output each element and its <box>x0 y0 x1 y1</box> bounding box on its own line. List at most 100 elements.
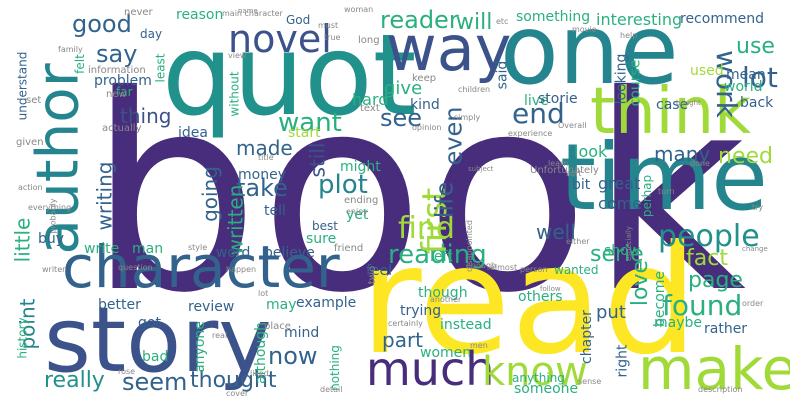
word-perhap: perhap <box>640 174 655 218</box>
word-real: real <box>212 331 228 340</box>
word-children: children <box>458 85 491 94</box>
word-place: place <box>264 321 291 332</box>
word-seem: seem <box>122 368 188 396</box>
word-men: men <box>470 341 488 350</box>
word-lot: lot <box>742 61 778 94</box>
word-still: still <box>305 142 330 178</box>
word-title: title <box>258 153 274 162</box>
word-right: right <box>614 344 631 378</box>
word-two: two <box>367 265 379 285</box>
word-question: question <box>118 263 153 272</box>
word-want: want <box>278 108 342 138</box>
word-detail: detail <box>320 385 343 394</box>
word-unfortunately: Unfortunately <box>530 165 599 176</box>
word-fact: fact <box>686 246 728 271</box>
word-find: find <box>398 211 455 246</box>
word-trying: trying <box>400 303 442 319</box>
word-understand: understand <box>15 51 30 121</box>
word-maybe: maybe <box>654 315 703 331</box>
word-overall: Overall <box>558 121 587 130</box>
word-keep: keep <box>412 73 437 84</box>
word-life: life <box>430 181 459 219</box>
word-instead: instead <box>440 317 492 333</box>
word-sure: sure <box>306 231 337 247</box>
word-use: use <box>736 34 775 59</box>
word-set: set <box>26 95 42 106</box>
word-must: must <box>318 21 339 30</box>
word-liked: liked <box>250 369 269 378</box>
word-another: another <box>430 295 462 304</box>
word-thought: thought <box>190 368 277 393</box>
word-writing: writing <box>92 161 117 231</box>
word-give: give <box>384 78 423 99</box>
word-experience: experience <box>508 129 553 138</box>
word-page: page <box>688 268 743 293</box>
word-novel: novel <box>228 17 332 61</box>
word-women: women <box>420 345 472 361</box>
word-review: review <box>188 299 235 315</box>
word-writer: writer <box>42 265 66 274</box>
word-much: much <box>366 342 495 396</box>
word-start: start <box>288 125 321 141</box>
word-believe: believe <box>264 245 315 261</box>
word-now: now <box>268 342 318 370</box>
word-without: without <box>227 71 242 117</box>
word-made: made <box>236 136 293 160</box>
word-new: new <box>106 89 127 100</box>
word-reading: reading <box>388 240 487 270</box>
word-storie: storie <box>538 91 578 107</box>
word-feel: feel <box>366 263 393 279</box>
word-wanted: wanted <box>554 263 599 277</box>
word-description: description <box>698 385 743 394</box>
word-need: need <box>718 144 773 169</box>
word-opinion: opinion <box>412 123 442 132</box>
word-buy: buy <box>38 231 65 247</box>
word-character: character <box>62 233 340 301</box>
word-back: back <box>740 95 774 111</box>
word-make: make <box>638 335 790 403</box>
word-looking: looking <box>613 53 630 105</box>
word-information: information <box>88 65 146 76</box>
word-enjoy: enjoy <box>346 207 368 216</box>
word-change: change <box>742 245 768 253</box>
word-read: read <box>360 214 698 388</box>
word-case: case <box>656 97 689 113</box>
word-especially: especially <box>624 226 633 261</box>
word-say: say <box>96 40 138 68</box>
word-bit: bit <box>572 177 591 193</box>
word-got: got <box>138 315 161 331</box>
word-look: look <box>574 142 608 161</box>
word-come: come <box>598 194 643 213</box>
word-sort: sort <box>566 169 582 178</box>
word-said: said <box>494 60 511 90</box>
word-thing: thing <box>120 104 172 128</box>
word-book: book <box>88 37 747 352</box>
word-left: left <box>430 249 453 265</box>
word-probably: probably <box>48 198 58 234</box>
word-mean: mean <box>726 67 766 83</box>
word-subject: subject <box>468 165 494 173</box>
word-sense: sense <box>578 377 602 386</box>
word-might: might <box>340 159 381 175</box>
word-though: though <box>418 285 468 301</box>
word-tell: tell <box>264 203 286 219</box>
word-enough: enough <box>466 261 497 270</box>
word-end: end <box>512 97 565 130</box>
word-will: will <box>456 10 493 35</box>
word-people: people <box>658 219 760 254</box>
word-course: course <box>627 59 644 107</box>
word-ending: ending <box>344 195 379 206</box>
word-word: word <box>216 245 251 261</box>
word-better: better <box>98 297 141 313</box>
word-used: used <box>690 63 724 79</box>
word-true: true <box>324 33 341 42</box>
word-take: take <box>236 174 288 202</box>
word-either: either <box>566 237 590 246</box>
word-bad: bad <box>142 349 169 365</box>
word-chapter: chapter <box>578 310 595 364</box>
word-long: long <box>358 35 380 46</box>
word-little: little <box>10 217 35 263</box>
word-help: help <box>620 31 638 40</box>
word-rose: rose <box>118 367 136 376</box>
